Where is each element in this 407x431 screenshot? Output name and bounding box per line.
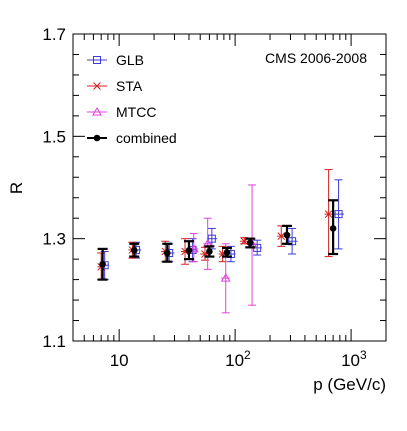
legend-marker <box>93 56 101 64</box>
data-point <box>183 240 194 261</box>
legend-label: combined <box>116 130 177 146</box>
y-tick-label: 1.5 <box>42 127 66 146</box>
x-tick-label: 10 <box>110 351 129 370</box>
data-point <box>328 199 339 256</box>
legend-label: STA <box>116 78 143 94</box>
data-point <box>245 237 256 249</box>
y-tick-label: 1.1 <box>42 332 66 351</box>
data-point <box>252 239 262 256</box>
x-axis-label: p (GeV/c) <box>313 375 386 394</box>
data-point <box>204 245 215 258</box>
data-point <box>324 169 333 258</box>
legend-marker <box>93 82 101 90</box>
marker <box>246 239 254 247</box>
marker <box>163 249 171 257</box>
data-point <box>277 225 286 247</box>
x-axis: 10 102 103 <box>72 34 387 370</box>
x-tick-label: 103 <box>341 348 367 370</box>
data-point <box>286 227 298 255</box>
data-point <box>281 224 292 245</box>
data-point <box>188 233 199 263</box>
marker <box>220 273 231 282</box>
legend-label: MTCC <box>116 104 156 120</box>
marker <box>206 248 213 255</box>
marker <box>207 234 216 243</box>
legend-entry-mtcc: MTCC <box>87 104 156 120</box>
series-sta <box>97 169 333 281</box>
experiment-annotation: CMS 2006-2008 <box>265 50 367 66</box>
marker <box>277 232 286 240</box>
legend-marker <box>92 106 102 116</box>
y-axis-label: R <box>7 182 26 194</box>
legend: GLB STA MTCC combined <box>87 52 177 146</box>
marker <box>283 231 291 239</box>
data-layer <box>97 169 345 314</box>
marker <box>329 225 337 232</box>
marker <box>99 260 106 268</box>
legend-entry-sta: STA <box>87 78 143 94</box>
marker <box>223 249 231 256</box>
legend-label: GLB <box>116 52 144 68</box>
marker <box>324 210 333 218</box>
series-combined <box>97 199 339 281</box>
legend-marker <box>93 134 101 142</box>
data-point <box>97 247 108 281</box>
x-tick-label: 102 <box>225 348 251 370</box>
marker <box>288 237 297 246</box>
series-glb <box>99 179 345 281</box>
legend-entry-glb: GLB <box>87 52 144 68</box>
marker <box>185 247 193 254</box>
marker <box>188 243 199 253</box>
data-point <box>129 242 140 258</box>
y-tick-label: 1.3 <box>42 230 66 249</box>
y-axis: 1.1 1.3 1.5 1.7 <box>42 25 386 351</box>
data-point <box>221 246 232 258</box>
marker <box>334 210 343 219</box>
marker <box>130 247 138 254</box>
legend-entry-combined: combined <box>87 130 177 146</box>
data-point <box>202 217 213 270</box>
data-point <box>162 242 173 263</box>
y-tick-label: 1.7 <box>42 25 66 44</box>
data-point <box>333 179 345 250</box>
